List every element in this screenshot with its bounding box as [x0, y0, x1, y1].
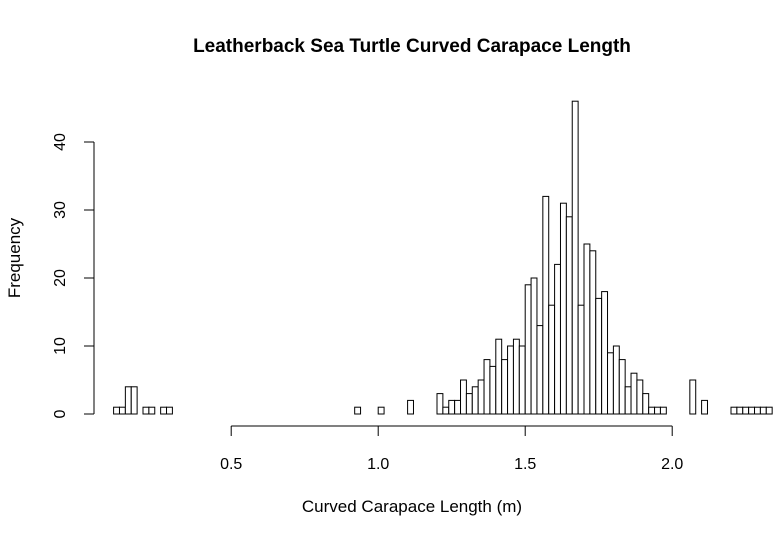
histogram-bar: [166, 406, 173, 415]
histogram-bar: [436, 393, 444, 415]
histogram-bar: [507, 345, 514, 415]
histogram-bar: [618, 359, 626, 415]
histogram-bar: [595, 297, 603, 415]
histogram-bar: [759, 406, 767, 415]
histogram-bar: [448, 399, 456, 415]
histogram-bar: [354, 406, 362, 415]
x-tick-label: 1.0: [367, 456, 389, 473]
histogram-bar: [689, 379, 697, 415]
histogram-bar: [624, 386, 632, 415]
histogram-bar: [124, 386, 132, 415]
histogram-bar: [642, 393, 650, 415]
histogram-bar: [607, 352, 614, 415]
histogram-bar: [630, 372, 638, 415]
histogram-bar: [765, 406, 773, 415]
histogram-bar: [160, 406, 168, 415]
histogram-bar: [583, 243, 591, 415]
histogram-bar: [130, 386, 138, 415]
histogram-bar: [489, 365, 497, 415]
histogram-bar: [565, 216, 573, 415]
histogram-bar: [554, 263, 561, 415]
histogram-bar: [377, 406, 385, 415]
histogram-bar: [407, 399, 414, 415]
histogram-bar: [559, 202, 567, 415]
histogram-bar: [524, 284, 532, 415]
histogram-bar: [148, 406, 156, 415]
histogram-bar: [577, 304, 585, 415]
histogram-bar: [495, 338, 503, 415]
histogram-bar: [518, 345, 526, 415]
histogram-bar: [477, 379, 485, 415]
histogram-bar: [548, 304, 556, 415]
histogram-bar: [471, 386, 479, 415]
histogram-bar: [460, 379, 467, 415]
x-axis-label: Curved Carapace Length (m): [302, 497, 522, 516]
histogram-bars: [113, 100, 773, 415]
histogram-bar: [483, 359, 491, 415]
x-tick-label: 2.0: [661, 456, 683, 473]
histogram-bar: [601, 291, 609, 415]
histogram-bar: [542, 195, 550, 415]
x-tick-label: 0.5: [220, 456, 242, 473]
histogram-bar: [501, 359, 509, 415]
y-axis: 0 10 20 30 40: [52, 133, 95, 418]
histogram-bar: [442, 406, 450, 415]
y-tick-label: 10: [52, 337, 69, 355]
histogram-bar: [465, 393, 473, 415]
histogram-bar: [742, 406, 750, 415]
histogram-bar: [736, 406, 744, 415]
histogram-bar: [654, 406, 661, 415]
histogram-bar: [113, 406, 120, 415]
histogram-bar: [648, 406, 656, 415]
histogram-bar: [536, 325, 544, 415]
histogram-bar: [512, 338, 520, 415]
histogram-bar: [571, 100, 579, 415]
x-tick-label: 1.5: [514, 456, 536, 473]
histogram-bar: [530, 277, 538, 415]
histogram-bar: [454, 399, 462, 415]
histogram-bar: [701, 399, 708, 415]
y-axis-label: Frequency: [5, 217, 24, 298]
y-tick-label: 0: [52, 409, 69, 418]
histogram-bar: [730, 406, 738, 415]
x-axis: 0.5 1.0 1.5 2.0: [220, 425, 683, 473]
histogram-bar: [142, 406, 150, 415]
y-tick-label: 40: [52, 133, 69, 151]
histogram-bar: [754, 406, 761, 415]
histogram-bar: [748, 406, 756, 415]
histogram-bar: [636, 379, 644, 415]
chart-title: Leatherback Sea Turtle Curved Carapace L…: [193, 36, 631, 57]
y-tick-label: 30: [52, 201, 69, 219]
histogram-bar: [612, 345, 620, 415]
histogram-bar: [659, 406, 667, 415]
histogram-bar: [589, 250, 597, 415]
histogram-bar: [118, 406, 126, 415]
y-tick-label: 20: [52, 269, 69, 287]
